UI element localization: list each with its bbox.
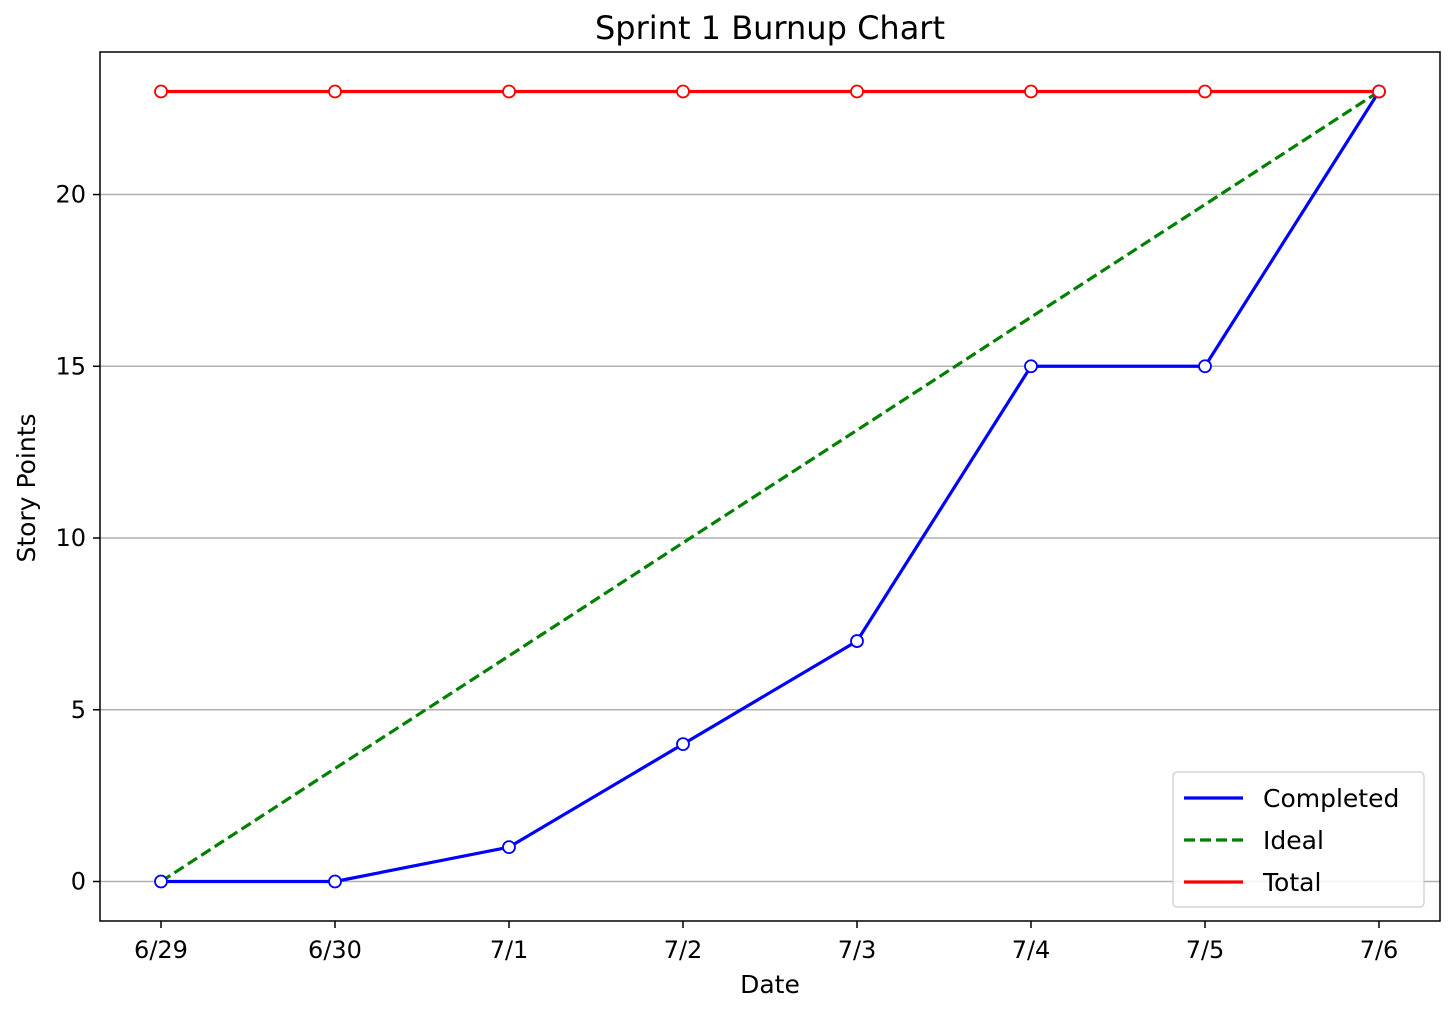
data-point-completed [1024, 359, 1038, 374]
series-lines [160, 89, 1381, 884]
series-line-ideal [160, 90, 1380, 883]
data-point-total [502, 84, 516, 99]
data-point-total [1372, 84, 1386, 99]
y-tick-label: 5 [71, 696, 86, 724]
legend: Completed Ideal Total [1172, 771, 1425, 908]
x-tick-label: 6/29 [134, 936, 188, 964]
x-tick-label: 6/30 [308, 936, 362, 964]
data-point-completed [502, 840, 516, 855]
y-tick-label: 20 [55, 181, 86, 209]
data-point-total [676, 84, 690, 99]
data-point-completed [1198, 359, 1212, 374]
data-point-total [1198, 84, 1212, 99]
series-markers [154, 84, 1386, 889]
plot-frame [99, 51, 1441, 922]
x-tick-label: 7/6 [1360, 936, 1399, 964]
data-point-completed [676, 737, 690, 752]
data-point-completed [850, 634, 864, 648]
y-tick-label: 0 [71, 868, 86, 896]
x-tick-label: 7/2 [664, 936, 703, 964]
x-tick-label: 7/5 [1186, 936, 1225, 964]
x-axis-label: Date [740, 970, 800, 999]
legend-label-ideal: Ideal [1263, 826, 1324, 855]
x-tick-label: 7/4 [1012, 936, 1051, 964]
x-tick-label: 7/3 [838, 936, 877, 964]
x-tick-label: 7/1 [490, 936, 529, 964]
legend-box [1172, 771, 1425, 908]
data-point-completed [328, 874, 342, 889]
y-tick-label: 15 [55, 352, 86, 380]
y-axis-label: Story Points [12, 413, 41, 562]
legend-label-completed: Completed [1263, 784, 1399, 813]
legend-label-total: Total [1262, 868, 1321, 897]
data-point-total [1024, 84, 1038, 99]
chart-title: Sprint 1 Burnup Chart [595, 9, 945, 47]
y-tick-label: 10 [55, 524, 86, 552]
axis-ticks: 0 5 10 15 20 6/29 6/30 7/1 7/2 7/3 7/4 7/5 7/6 [55, 181, 1398, 964]
data-point-total [328, 84, 342, 99]
data-point-total [154, 84, 168, 99]
series-line-completed [161, 90, 1381, 884]
data-point-completed [154, 874, 168, 889]
data-point-total [850, 84, 864, 99]
